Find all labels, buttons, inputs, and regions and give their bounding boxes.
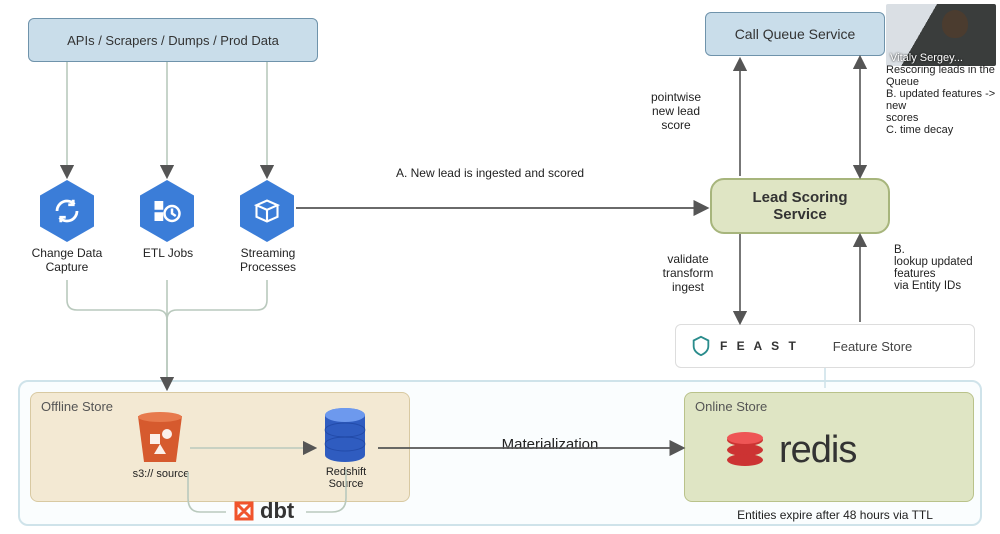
etl-label: ETL Jobs [128,246,208,260]
dbt-block: dbt [232,498,294,524]
callqueue-label: Call Queue Service [735,26,856,42]
online-store-box: Online Store redis [684,392,974,502]
feast-logo-text: F E A S T [720,339,799,353]
callqueue-box: Call Queue Service [705,12,885,56]
s3-icon [132,410,188,471]
offline-title: Offline Store [41,399,113,414]
s3-label: s3:// source [124,468,198,480]
redshift-icon [316,406,374,471]
cdc-label: Change Data Capture [20,246,114,274]
edge-mat-label: Materialization [480,436,620,453]
online-title: Online Store [695,399,767,414]
redshift-label: Redshift Source [312,466,380,490]
etl-hex [140,180,194,242]
sources-box: APIs / Scrapers / Dumps / Prod Data [28,18,318,62]
dbt-icon [232,499,256,523]
edge-pointwise-label: pointwise new lead score [636,90,716,132]
edge-lookup-label: B. lookup updated features via Entity ID… [894,244,1000,292]
cdc-hex [40,180,94,242]
redis-icon [721,430,769,472]
feast-box: F E A S T Feature Store [675,324,975,368]
redis-logo-text: redis [779,429,856,472]
edge-a-label: A. New lead is ingested and scored [360,166,620,180]
sources-label: APIs / Scrapers / Dumps / Prod Data [67,33,279,48]
stream-hex [240,180,294,242]
stream-label: Streaming Processes [226,246,310,274]
feast-icon [690,335,712,357]
ttl-note: Entities expire after 48 hours via TTL [690,508,980,522]
leadscore-box: Lead Scoring Service [710,178,890,234]
dbt-label: dbt [260,498,294,524]
feast-right-text: Feature Store [833,339,913,354]
edge-validate-label: validate transform ingest [648,252,728,294]
presenter-video: Vitaly Sergey... [886,4,996,66]
edge-rescoring-label: Rescoring leads in the Queue B. updated … [886,64,998,136]
leadscore-label: Lead Scoring Service [752,189,847,223]
presenter-name: Vitaly Sergey... [890,52,963,64]
